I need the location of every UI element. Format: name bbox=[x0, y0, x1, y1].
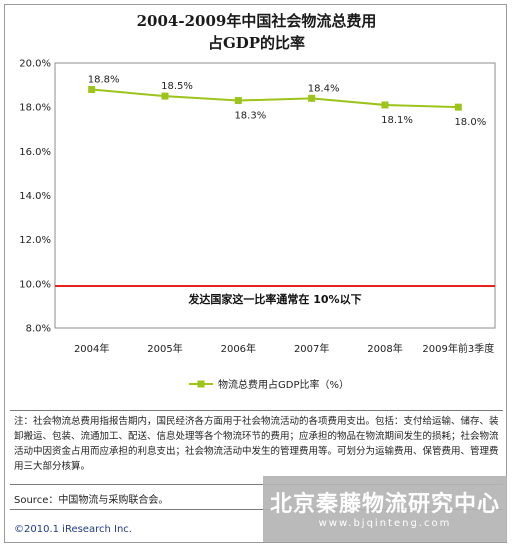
reference-line-annotation: 发达国家这一比率通常在 10%以下 bbox=[187, 292, 361, 306]
data-label: 18.0% bbox=[454, 117, 486, 128]
chart-title-line2: 占GDP的比率 bbox=[207, 34, 306, 52]
legend-marker-swatch bbox=[197, 380, 205, 388]
x-tick-label: 2005年 bbox=[147, 342, 182, 355]
separator-mid bbox=[10, 484, 503, 485]
y-tick-label: 14.0% bbox=[19, 191, 51, 202]
plot-area bbox=[54, 62, 496, 329]
data-label: 18.5% bbox=[161, 81, 193, 92]
y-tick-label: 18.0% bbox=[19, 103, 51, 114]
footnote: 注：社会物流总费用指报告期内，国民经济各方面用于社会物流活动的各项费用支出。包括… bbox=[14, 416, 499, 472]
watermark-text: 北京秦藤物流研究中心 bbox=[269, 491, 500, 517]
x-axis-ticks: 2004年 2005年 2006年 2007年 2008年 2009年前3季度 bbox=[74, 342, 494, 355]
watermark-url: www.bjqinteng.com bbox=[318, 518, 452, 529]
legend: 物流总费用占GDP比率（%） bbox=[189, 378, 349, 391]
separator-top bbox=[10, 410, 503, 411]
source-line: Source：中国物流与采购联合会。 bbox=[14, 495, 169, 506]
y-axis-ticks: 8.0% 10.0% 12.0% 14.0% 16.0% 18.0% 20.0% bbox=[19, 59, 51, 335]
series-line bbox=[91, 88, 459, 109]
y-tick-label: 20.0% bbox=[19, 59, 51, 70]
data-point bbox=[454, 103, 462, 111]
data-label: 18.4% bbox=[308, 83, 340, 94]
data-point bbox=[161, 92, 169, 100]
plot-border bbox=[54, 62, 496, 329]
reference-line-group: 发达国家这一比率通常在 10%以下 bbox=[55, 285, 495, 306]
y-tick-label: 10.0% bbox=[19, 279, 51, 290]
x-tick-label: 2009年前3季度 bbox=[422, 342, 494, 355]
x-tick-label: 2007年 bbox=[294, 342, 329, 355]
data-label: 18.3% bbox=[234, 111, 266, 122]
data-label: 18.1% bbox=[381, 115, 413, 126]
separator-bottom bbox=[10, 509, 503, 510]
data-point bbox=[381, 101, 389, 109]
chart-frame bbox=[4, 4, 507, 543]
x-tick-label: 2004年 bbox=[74, 342, 109, 355]
chart-title-line1: 2004-2009年中国社会物流总费用 bbox=[136, 12, 377, 30]
y-tick-label: 8.0% bbox=[26, 324, 51, 335]
y-tick-label: 16.0% bbox=[19, 147, 51, 158]
data-point bbox=[234, 97, 242, 105]
data-point bbox=[308, 94, 316, 102]
legend-label: 物流总费用占GDP比率（%） bbox=[218, 378, 349, 391]
data-label: 18.8% bbox=[88, 75, 120, 86]
watermark: 北京秦藤物流研究中心 www.bjqinteng.com bbox=[263, 476, 507, 542]
y-tick-label: 12.0% bbox=[19, 235, 51, 246]
data-point bbox=[88, 86, 96, 93]
copyright: ©2010.1 iResearch Inc. bbox=[14, 524, 132, 535]
chart-title: 2004-2009年中国社会物流总费用 占GDP的比率 bbox=[0, 10, 513, 54]
data-labels: 18.8% 18.5% 18.3% 18.4% 18.1% 18.0% bbox=[88, 75, 486, 129]
x-tick-label: 2006年 bbox=[221, 342, 256, 355]
series-group bbox=[88, 86, 462, 111]
x-tick-label: 2008年 bbox=[367, 342, 402, 355]
